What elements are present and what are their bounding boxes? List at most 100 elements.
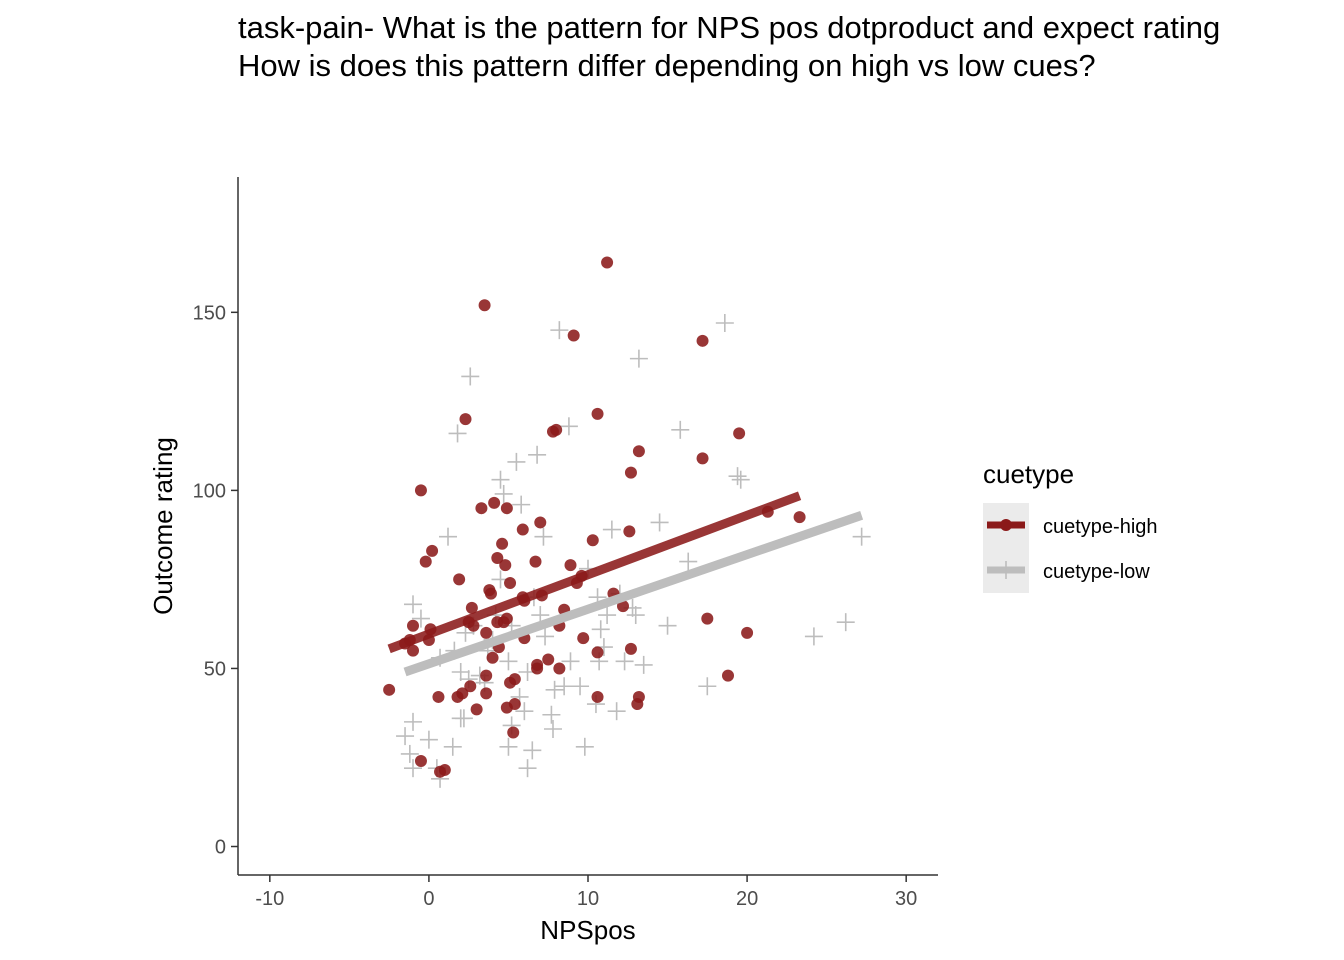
y-tick-label: 0 [215,837,226,859]
data-point-low [528,445,547,464]
data-point-low [728,467,747,486]
y-axis-title: Outcome rating [148,437,178,615]
data-point-low [544,719,562,738]
data-point-high [632,690,645,703]
x-tick-label: 30 [895,888,917,910]
data-point-high [508,673,521,686]
data-point-high [407,619,419,632]
data-point-low [679,552,698,571]
data-point-high [480,687,493,700]
data-point-high [507,726,520,739]
data-point-high [426,544,439,557]
data-point-high [414,755,427,768]
data-point-low [499,652,518,671]
data-point-low [571,677,590,696]
data-point-low [451,663,470,682]
data-point-low [507,452,526,471]
data-point-low [602,520,621,539]
data-point-high [499,559,512,572]
data-point-low [512,495,531,514]
data-point-high [464,680,477,693]
data-point-high [632,445,645,458]
data-point-high [601,256,614,269]
x-axis-title: NPSpos [540,915,635,945]
chart-subtitle: How is does this pattern differ dependin… [238,48,1096,83]
data-point-high [488,496,501,509]
data-point-high [534,516,547,529]
y-axis-ticks: 0 50 100 150 [193,302,238,859]
data-point-low [491,470,510,489]
data-point-low [626,606,645,625]
data-point-high [486,651,499,664]
data-point-high [741,626,754,639]
series-low-points [396,314,871,788]
data-point-low [494,484,513,503]
data-point-high [383,683,396,696]
data-point-high [586,534,599,547]
data-point-low [545,680,564,699]
data-point-high [438,763,451,776]
y-tick-label: 150 [193,302,226,324]
data-point-low [523,741,542,760]
data-point-high [475,502,488,515]
data-point-high [500,612,513,625]
trend-line-low [403,511,864,677]
data-point-high [504,576,517,589]
data-point-high [496,537,509,550]
data-point-high [484,587,497,600]
data-point-high [696,334,709,347]
data-point-low [518,759,537,778]
data-point-high [696,452,709,465]
data-point-high [722,669,734,682]
data-point-high [419,555,432,568]
x-tick-label: -10 [255,888,284,910]
data-point-high [550,423,563,436]
data-point-low [499,737,518,756]
data-point-low [671,420,690,439]
x-tick-label: 0 [423,888,434,910]
data-point-low [404,595,422,614]
data-point-low [536,627,555,646]
data-point-high [465,601,478,614]
data-point-low [715,314,734,333]
data-point-high [470,703,483,716]
data-point-high [480,669,493,682]
data-point-high [564,559,577,572]
data-point-high [491,552,504,565]
data-point-high [567,329,580,342]
data-point-low [542,705,561,724]
data-point-low [550,321,569,340]
x-tick-label: 10 [577,888,599,910]
data-point-high [542,653,555,666]
legend-title: cuetype [983,459,1074,489]
data-point-low [575,737,594,756]
data-point-high [624,466,637,479]
data-point-high [529,555,542,568]
trend-lines [387,491,864,677]
data-point-low [454,709,473,728]
data-point-high [456,687,469,700]
data-point-high [793,511,806,524]
data-point-low [559,417,578,436]
legend: cuetype cuetype-high cuetype-low [983,459,1158,593]
data-point-low [411,609,430,628]
legend-label-low: cuetype-low [1043,561,1150,583]
data-point-low [598,606,617,625]
data-point-high [453,573,466,586]
data-point-low [615,652,634,671]
data-point-low [650,513,669,532]
data-point-high [407,644,419,657]
data-point-high [591,690,604,703]
data-point-high [623,525,636,538]
data-point-high [432,690,445,703]
data-point-high [508,698,521,711]
data-point-low [561,652,580,671]
data-point-low [698,677,717,696]
x-tick-label: 20 [736,888,758,910]
data-point-low [404,712,422,731]
y-tick-label: 100 [193,480,226,502]
data-point-low [555,677,574,696]
data-point-low [400,744,419,763]
data-point-low [443,737,462,756]
